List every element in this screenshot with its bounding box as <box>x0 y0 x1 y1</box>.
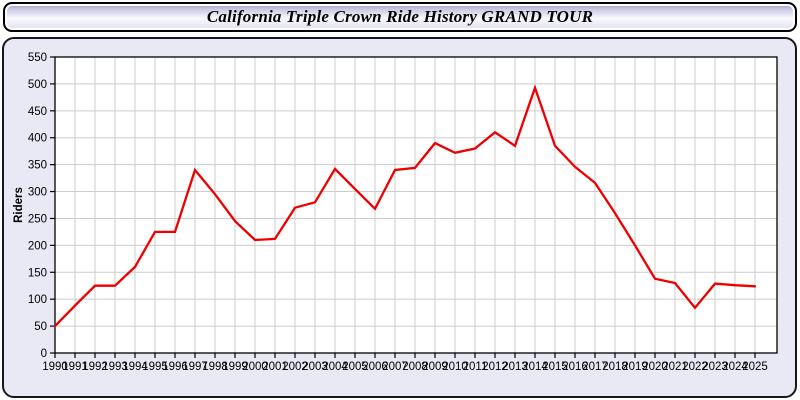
y-tick-label: 300 <box>28 187 47 199</box>
x-tick-label: 2014 <box>522 361 548 373</box>
x-tick-label: 2005 <box>342 361 368 373</box>
x-tick-label: 2022 <box>682 361 708 373</box>
plot-border <box>54 56 778 354</box>
x-tick-label: 2009 <box>422 361 448 373</box>
y-tick-label: 100 <box>28 294 47 306</box>
y-tick-label: 50 <box>34 321 47 333</box>
x-tick-label: 1992 <box>82 361 108 373</box>
x-tick-label: 2023 <box>702 361 728 373</box>
y-tick-label: 0 <box>41 348 47 360</box>
x-tick-label: 2008 <box>402 361 428 373</box>
y-tick-label: 550 <box>28 52 47 64</box>
x-tick-label: 2001 <box>262 361 288 373</box>
y-tick-label: 200 <box>28 240 47 252</box>
y-axis-title: Riders <box>13 187 25 223</box>
x-tick-label: 2024 <box>722 361 748 373</box>
x-tick-label: 2012 <box>482 361 508 373</box>
y-tick-label: 350 <box>28 160 47 172</box>
x-tick-label: 1996 <box>162 361 188 373</box>
x-tick-label: 2011 <box>463 361 488 373</box>
x-tick-label: 1995 <box>142 361 168 373</box>
x-tick-label: 2013 <box>502 361 528 373</box>
chart-title-bar: California Triple Crown Ride History GRA… <box>3 2 797 32</box>
x-tick-label: 2000 <box>242 361 268 373</box>
x-tick-label: 2025 <box>742 361 768 373</box>
x-tick-label: 2003 <box>302 361 328 373</box>
x-tick-label: 2020 <box>642 361 668 373</box>
plot-area <box>55 57 777 353</box>
riders-series-line <box>53 84 757 328</box>
x-tick-label: 2021 <box>662 361 688 373</box>
x-tick-label: 1998 <box>202 361 228 373</box>
x-tick-label: 2015 <box>542 361 568 373</box>
y-tick-label: 450 <box>28 106 47 118</box>
x-tick-label: 2017 <box>582 361 608 373</box>
x-tick-label: 2006 <box>362 361 388 373</box>
x-tick-label: 1990 <box>42 361 68 373</box>
x-tick-label: 2018 <box>602 361 628 373</box>
x-tick-label: 2016 <box>562 361 588 373</box>
x-tick-label: 2010 <box>442 361 468 373</box>
y-tick-label: 150 <box>28 267 47 279</box>
x-tick-label: 1999 <box>222 361 248 373</box>
x-tick-label: 2004 <box>322 361 348 373</box>
y-tick-label: 400 <box>28 133 47 145</box>
x-tick-label: 2002 <box>282 361 308 373</box>
x-tick-label: 1991 <box>62 361 88 373</box>
x-tick-label: 2007 <box>382 361 408 373</box>
x-tick-label: 1994 <box>122 361 148 373</box>
x-tick-label: 1997 <box>182 361 208 373</box>
chart-title: California Triple Crown Ride History GRA… <box>206 7 594 26</box>
x-tick-label: 1993 <box>102 361 128 373</box>
y-tick-label: 500 <box>28 79 47 91</box>
x-tick-label: 2019 <box>622 361 648 373</box>
y-tick-label: 250 <box>28 213 47 225</box>
